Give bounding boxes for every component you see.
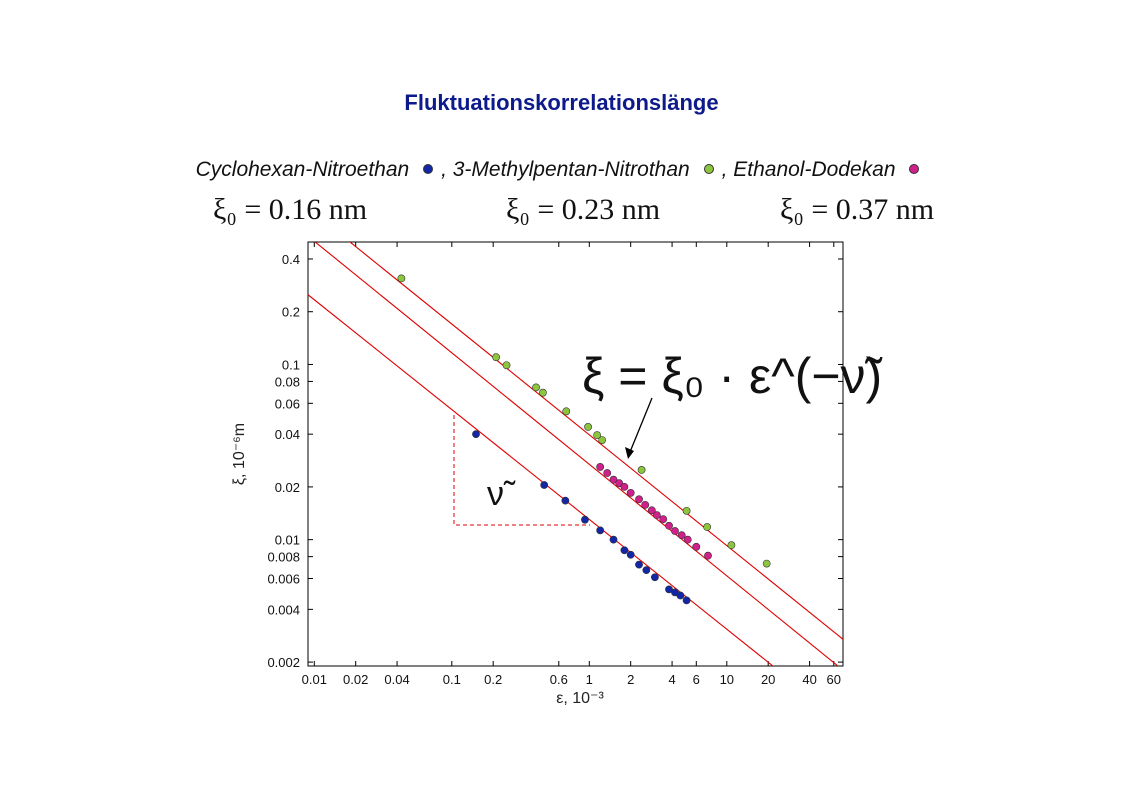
y-tick-label: 0.06 [275, 396, 300, 411]
data-point [539, 388, 547, 397]
x-tick-label: 6 [693, 672, 700, 687]
formula-annotation: ξ = ξ₀ · ε^(−ν̃) [582, 348, 883, 404]
fit-line [314, 242, 839, 666]
data-point [626, 550, 635, 559]
data-point [581, 515, 589, 524]
legend-label-cyclohexan: Cyclohexan-Nitroethan [195, 158, 410, 181]
y-tick-label: 0.02 [275, 480, 300, 495]
data-point [532, 383, 540, 392]
data-point [647, 506, 656, 515]
data-point [502, 361, 511, 370]
x-axis-ticks: 0.01 0.02 0.04 0.1 0.2 0.6 1 2 4 6 10 20 40 60 [302, 242, 841, 687]
y-tick-label: 0.08 [275, 374, 300, 389]
data-point [641, 500, 650, 509]
data-point [683, 535, 692, 544]
formula-arrowhead [625, 447, 634, 459]
legend-separator: , [721, 158, 728, 181]
data-point [703, 523, 712, 531]
data-point [727, 541, 736, 550]
x-tick-label: 0.02 [343, 672, 368, 687]
x-tick-label: 4 [668, 672, 675, 687]
data-point [635, 495, 643, 504]
y-tick-label: 0.4 [282, 252, 300, 267]
y-tick-label: 0.2 [282, 305, 300, 320]
data-point [561, 496, 570, 505]
data-point [671, 527, 679, 535]
data-point [651, 573, 659, 582]
data-point [692, 542, 701, 551]
fit-line [349, 242, 843, 640]
data-point [603, 469, 612, 477]
x-tick-label: 0.6 [550, 672, 568, 687]
y-tick-label: 0.006 [267, 572, 300, 587]
data-point [540, 481, 549, 489]
formula-arrow [629, 397, 653, 453]
x-tick-label: 40 [802, 672, 816, 687]
data-point [677, 531, 686, 540]
x-tick-label: 0.01 [302, 672, 327, 687]
data-point [609, 535, 618, 544]
legend-marker-ethanol [909, 163, 920, 174]
data-point [593, 431, 602, 440]
y-axis-ticks: 0.002 0.004 0.006 0.008 0.01 0.02 0.04 0.06 0.08… [267, 252, 843, 670]
fit-lines [308, 242, 843, 666]
data-points [397, 274, 771, 605]
data-point [642, 566, 651, 575]
legend-marker-methylpentan [703, 163, 714, 174]
data-point [682, 506, 691, 515]
x-tick-label: 0.04 [384, 672, 409, 687]
data-point [637, 466, 646, 474]
x-tick-label: 1 [586, 672, 593, 687]
data-point [665, 521, 673, 530]
nu-annotation: ν̃ [487, 475, 516, 513]
x-tick-label: 20 [761, 672, 775, 687]
data-point [584, 423, 592, 431]
y-tick-label: 0.004 [267, 602, 300, 617]
data-point [596, 526, 605, 535]
data-point [609, 475, 618, 484]
legend-marker-cyclohexan [423, 163, 434, 174]
x-axis-label: ε, 10⁻³ [556, 690, 604, 707]
legend-label-ethanol: Ethanol-Dodekan [733, 158, 896, 181]
legend: Cyclohexan-Nitroethan , 3-Methylpentan-N… [0, 158, 1123, 182]
data-point [620, 546, 629, 555]
x-tick-label: 2 [627, 672, 634, 687]
x-tick-label: 10 [720, 672, 734, 687]
x-tick-label: 0.1 [443, 672, 461, 687]
y-tick-label: 0.01 [275, 533, 300, 548]
data-point [635, 560, 643, 569]
xi0-label-cyclohexan: ξ₀ = 0.16 nm [213, 193, 368, 226]
data-point [492, 353, 500, 362]
data-point [676, 591, 685, 600]
data-point [626, 488, 635, 497]
x-tick-label: 60 [827, 672, 841, 687]
xi0-label-methylpentan: ξ₀ = 0.23 nm [506, 193, 661, 226]
data-point [596, 463, 605, 471]
x-tick-label: 0.2 [484, 672, 502, 687]
data-point [397, 274, 406, 283]
data-point [682, 596, 691, 605]
data-point [562, 407, 571, 416]
data-point [762, 559, 771, 568]
plot-frame [307, 241, 844, 667]
data-point [659, 515, 668, 523]
legend-separator: , [441, 158, 447, 181]
data-point [704, 551, 712, 560]
data-point [620, 483, 629, 491]
legend-label-methylpentan: 3-Methylpentan-Nitrothan [452, 158, 690, 181]
data-point [598, 436, 607, 445]
page-title: Fluktuationskorrelationslänge [404, 90, 719, 115]
y-tick-label: 0.1 [282, 357, 300, 372]
data-point [652, 511, 661, 520]
xi0-label-ethanol: ξ₀ = 0.37 nm [780, 193, 935, 226]
y-axis-label: ξ, 10⁻⁶m [231, 423, 248, 485]
fit-line [308, 294, 774, 666]
y-tick-label: 0.04 [275, 427, 300, 442]
slope-triangle [453, 415, 590, 526]
y-tick-label: 0.002 [267, 655, 300, 670]
data-point [472, 430, 480, 439]
y-tick-label: 0.008 [267, 550, 300, 565]
